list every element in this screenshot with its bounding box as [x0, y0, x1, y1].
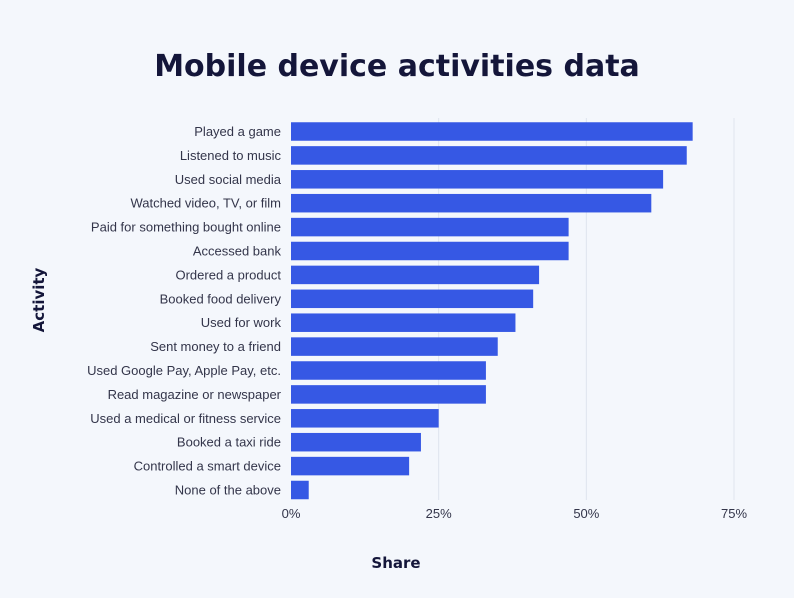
category-label: Accessed bank	[193, 244, 282, 259]
category-labels: Played a game Listened to music Used socia…	[87, 124, 282, 498]
x-tick-label: 25%	[426, 506, 452, 521]
category-label: Played a game	[194, 124, 281, 139]
bar[interactable]	[291, 193, 652, 213]
bar[interactable]	[291, 313, 516, 332]
x-tick-label: 0%	[282, 506, 301, 521]
bar[interactable]	[291, 241, 569, 261]
bar[interactable]	[291, 265, 540, 285]
category-label: Read magazine or newspaper	[108, 387, 282, 402]
bar[interactable]	[291, 337, 498, 356]
category-label: Paid for something bought online	[91, 220, 281, 235]
x-axis-title: Share	[371, 554, 420, 572]
chart-title: Mobile device activities data	[154, 49, 640, 84]
x-tick-label: 75%	[721, 506, 747, 521]
x-tick-label: 50%	[573, 506, 599, 521]
bar[interactable]	[291, 217, 569, 237]
bar[interactable]	[291, 480, 309, 500]
category-label: Listened to music	[180, 148, 282, 163]
y-axis-title: Activity	[30, 267, 48, 332]
category-label: Controlled a smart device	[134, 459, 281, 474]
category-label: Used a medical or fitness service	[90, 411, 281, 426]
bar[interactable]	[291, 385, 486, 404]
bar[interactable]	[291, 122, 693, 141]
category-label: Used Google Pay, Apple Pay, etc.	[87, 363, 281, 378]
category-label: Used for work	[201, 315, 282, 330]
bar[interactable]	[291, 289, 534, 309]
category-label: None of the above	[175, 483, 281, 498]
category-label: Used social media	[175, 172, 282, 187]
bar[interactable]	[291, 432, 421, 452]
category-label: Watched video, TV, or film	[130, 196, 281, 211]
category-label: Booked a taxi ride	[177, 435, 281, 450]
bars	[291, 122, 693, 500]
bar[interactable]	[291, 409, 439, 428]
bar[interactable]	[291, 456, 410, 476]
x-tick-labels: 0% 25% 50% 75%	[282, 506, 748, 521]
category-label: Sent money to a friend	[150, 339, 281, 354]
category-label: Booked food delivery	[160, 291, 282, 306]
bar[interactable]	[291, 146, 687, 165]
bar[interactable]	[291, 170, 664, 189]
category-label: Ordered a product	[175, 267, 281, 282]
bar[interactable]	[291, 361, 486, 380]
